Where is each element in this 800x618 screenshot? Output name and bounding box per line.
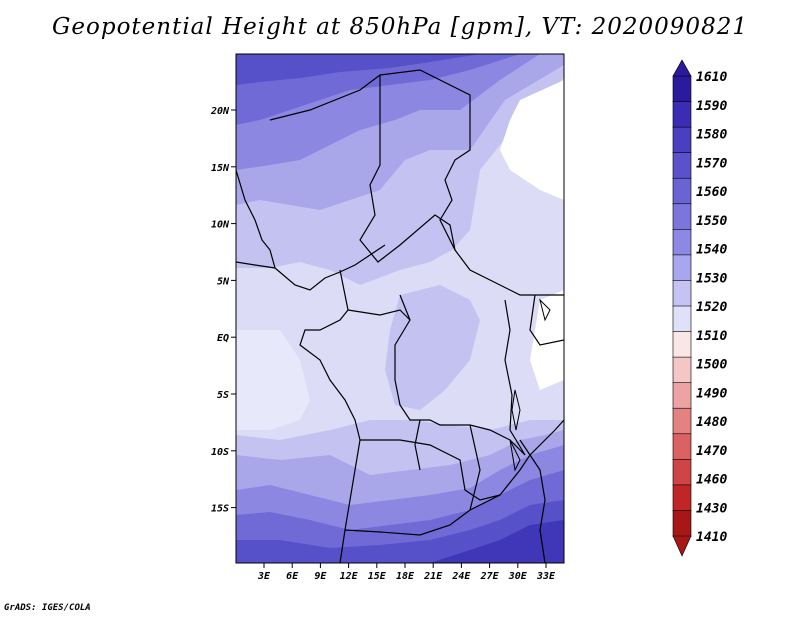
- colorbar-segment: [672, 101, 692, 128]
- colorbar-label: 1530: [696, 271, 727, 286]
- colorbar-label: 1580: [696, 128, 727, 143]
- lon-tick-label: 30E: [508, 571, 528, 582]
- colorbar-label: 1610: [696, 70, 727, 85]
- field-1520-sw: [236, 330, 310, 430]
- colorbar-segment: [672, 382, 692, 410]
- colorbar-label: 1570: [696, 156, 727, 171]
- colorbar-label: 1520: [696, 300, 727, 315]
- colorbar-label: 1470: [696, 444, 727, 459]
- lat-tick-label: 10N: [211, 220, 230, 231]
- lat-tick-label: 15N: [211, 163, 230, 174]
- chart-title: Geopotential Height at 850hPa [gpm], VT:…: [52, 14, 748, 40]
- colorbar-segment: [672, 254, 692, 282]
- lat-tick-label: 10S: [211, 447, 229, 458]
- lon-tick-label: 18E: [396, 571, 415, 582]
- colorbar-label: 1410: [696, 530, 727, 545]
- colorbar-segment: [672, 356, 692, 384]
- colorbar-segment: [672, 229, 692, 256]
- lat-tick-label: EQ: [217, 333, 229, 344]
- colorbar-segment: [672, 305, 692, 333]
- colorbar-label: 1490: [696, 386, 727, 401]
- field-1580-south: [430, 520, 564, 563]
- lat-tick-label: 20N: [210, 106, 230, 117]
- colorbar-label: 1510: [696, 329, 727, 344]
- lon-tick-label: 12E: [340, 571, 359, 582]
- colorbar-segment: [672, 75, 692, 103]
- colorbar-bottom-arrow: [672, 535, 692, 557]
- field-1520-east: [530, 290, 564, 390]
- colorbar-segment: [672, 177, 692, 205]
- colorbar-label: 1460: [696, 473, 727, 488]
- lon-tick-label: 33E: [536, 571, 556, 582]
- lat-tick-label: 15S: [211, 504, 229, 515]
- colorbar-segment: [672, 331, 692, 358]
- grads-credit: GrADS: IGES/COLA: [4, 603, 91, 613]
- map-frame: [235, 53, 565, 564]
- colorbar-top-arrow: [672, 59, 692, 77]
- latitude-axis: 20N 15N 10N 5N EQ 5S 10S 15S: [210, 106, 236, 515]
- colorbar-label: 1550: [696, 214, 727, 229]
- colorbar-segment: [672, 484, 692, 512]
- lon-tick-label: 6E: [286, 571, 299, 582]
- colorbar-segment: [672, 126, 692, 154]
- lat-tick-label: 5N: [217, 276, 230, 287]
- height-field: [236, 54, 564, 563]
- lon-tick-label: 15E: [368, 571, 387, 582]
- lon-tick-label: 24E: [451, 571, 471, 582]
- colorbar-segment: [672, 280, 692, 307]
- lon-tick-label: 21E: [423, 571, 443, 582]
- colorbar-segment: [672, 203, 692, 231]
- lakes: [509, 298, 551, 472]
- lon-tick-label: 9E: [314, 571, 327, 582]
- colorbar-label: 1500: [696, 358, 727, 373]
- colorbar-label: 1590: [696, 99, 727, 114]
- field-1570-north: [236, 54, 480, 85]
- colorbar-segment: [672, 433, 692, 461]
- lon-tick-label: 27E: [480, 571, 500, 582]
- colorbar-segment: [672, 459, 692, 486]
- colorbar-segment: [672, 510, 692, 537]
- colorbar-segment: [672, 407, 692, 435]
- colorbar-label: 1540: [696, 243, 727, 258]
- lat-tick-label: 5S: [217, 390, 229, 401]
- colorbar: 1610 1590 1580 1570 1560 1550 1540 1530 1520 1510…: [672, 59, 727, 557]
- colorbar-label: 1480: [696, 415, 727, 430]
- lon-tick-label: 3E: [257, 571, 271, 582]
- longitude-axis: 3E 6E 9E 12E 15E 18E 21E 24E 27E 30E 33E: [257, 563, 556, 582]
- colorbar-label: 1560: [696, 185, 727, 200]
- country-borders: [236, 69, 564, 563]
- colorbar-segment: [672, 152, 692, 180]
- colorbar-label: 1430: [696, 501, 727, 516]
- field-1520-ne: [500, 80, 564, 200]
